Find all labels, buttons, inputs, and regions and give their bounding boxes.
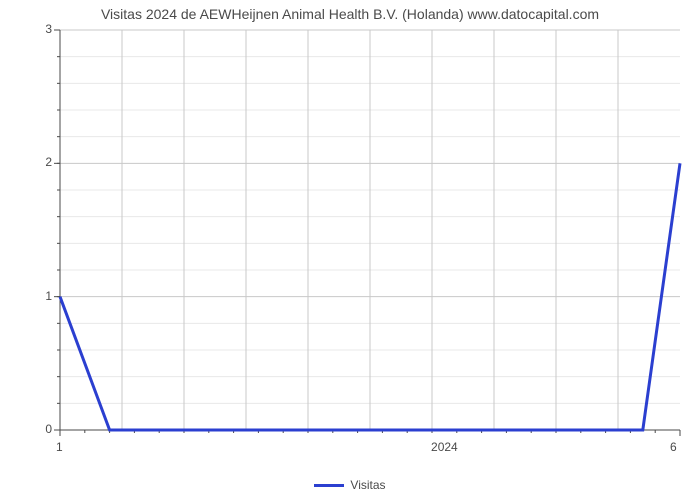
chart-container: Visitas 2024 de AEWHeijnen Animal Health… xyxy=(0,0,700,500)
y-tick-label: 0 xyxy=(32,422,52,436)
plot-area xyxy=(0,0,700,500)
x-tick-label: 2024 xyxy=(424,440,464,454)
y-tick-label: 2 xyxy=(32,155,52,169)
legend: Visitas xyxy=(0,478,700,492)
x-tick-label: 1 xyxy=(56,440,63,454)
y-tick-label: 1 xyxy=(32,289,52,303)
legend-swatch xyxy=(314,484,344,487)
y-tick-label: 3 xyxy=(32,22,52,36)
x-tick-label: 6 xyxy=(670,440,677,454)
legend-label: Visitas xyxy=(350,478,385,492)
